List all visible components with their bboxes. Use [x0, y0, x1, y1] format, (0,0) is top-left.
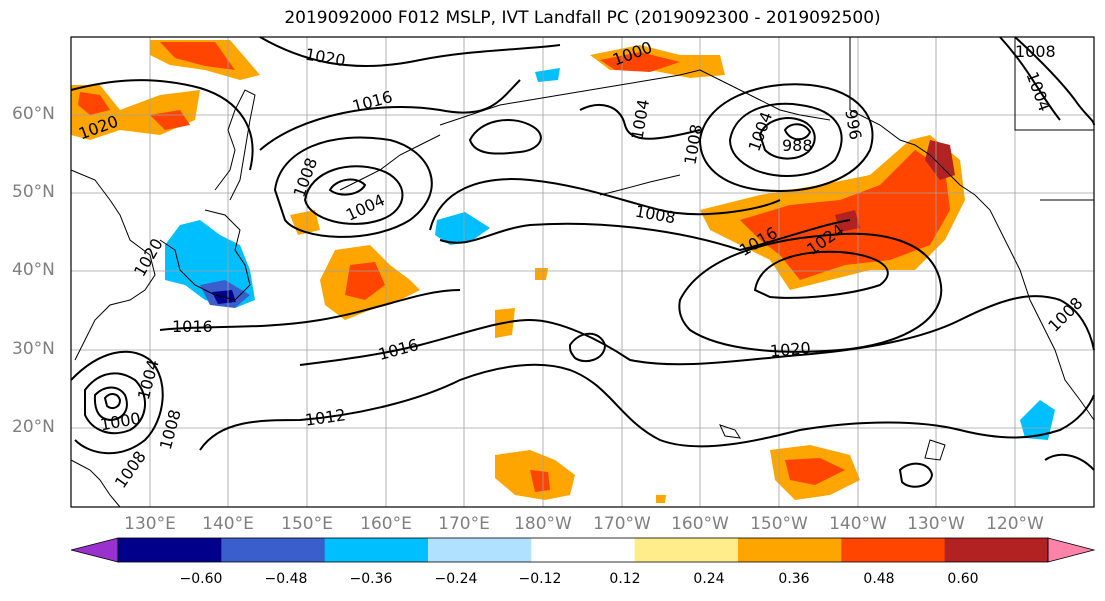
colorbar-extend-min [70, 537, 119, 563]
colorbar-segment [531, 538, 636, 562]
colorbar-tick-label: −0.48 [264, 571, 308, 587]
contour-label: 988 [782, 136, 813, 155]
ivt-negative-shading [165, 68, 1055, 440]
colorbar-tick-label: 0.24 [693, 571, 725, 587]
contour-label: 1008 [1015, 42, 1056, 61]
colorbar [70, 537, 1096, 563]
lat-label: 40°N [12, 260, 55, 280]
map-title: 2019092000 F012 MSLP, IVT Landfall PC (2… [284, 8, 881, 28]
lon-label: 130°E [124, 514, 176, 534]
lon-label: 150°W [750, 514, 808, 534]
lat-label: 60°N [12, 104, 55, 124]
contour-label: 1016 [172, 317, 213, 336]
lat-label: 20°N [12, 417, 55, 437]
colorbar-tick-label: 0.60 [947, 571, 979, 587]
colorbar-extend-max [1047, 537, 1096, 563]
lon-label: 150°E [281, 514, 333, 534]
colorbar-tick-label: 0.12 [609, 571, 641, 587]
colorbar-segment [841, 538, 946, 562]
colorbar-tick-label: −0.24 [434, 571, 478, 587]
colorbar-outline [117, 537, 1049, 563]
colorbar-segment [944, 538, 1049, 562]
colorbar-segment [634, 538, 739, 562]
mslp-isobars [70, 36, 1095, 488]
colorbar-segment [221, 538, 326, 562]
lon-label: 130°W [907, 514, 965, 534]
ivt-positive-shading [71, 40, 965, 503]
colorbar-segment [428, 538, 532, 562]
lon-label: 120°W [986, 514, 1044, 534]
lon-label: 170°E [438, 514, 490, 534]
colorbar-tick-label: −0.12 [518, 571, 562, 587]
lat-label: 30°N [12, 339, 55, 359]
lon-label: 160°W [671, 514, 729, 534]
map-frame [70, 36, 1095, 508]
lon-label: 140°W [829, 514, 887, 534]
colorbar-segment [324, 538, 429, 562]
lon-label: 140°E [202, 514, 254, 534]
lon-label: 180°W [514, 514, 572, 534]
colorbar-tick-label: 0.48 [863, 571, 895, 587]
colorbar-tick-label: −0.60 [179, 571, 223, 587]
lat-label: 50°N [12, 182, 55, 202]
lon-label: 160°E [360, 514, 412, 534]
colorbar-segment [738, 538, 842, 562]
colorbar-segment [118, 538, 222, 562]
colorbar-tick-label: 0.36 [778, 571, 810, 587]
lon-label: 170°W [593, 514, 651, 534]
contour-label: 1020 [769, 338, 812, 361]
colorbar-tick-label: −0.36 [349, 571, 393, 587]
